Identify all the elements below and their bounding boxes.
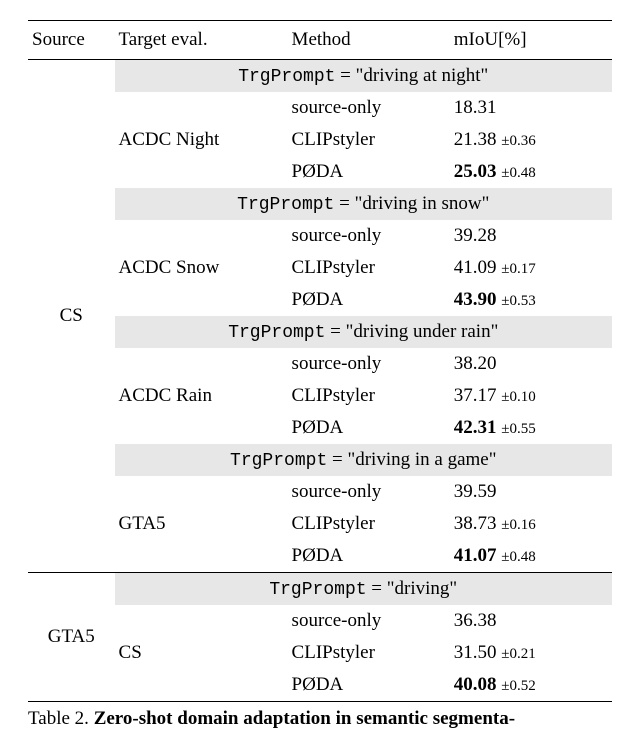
method-source-only: source-only bbox=[288, 605, 450, 637]
table-row: ACDC Snow source-only 39.28 bbox=[28, 220, 612, 252]
method-poda: PØDA bbox=[288, 669, 450, 702]
col-method: Method bbox=[288, 21, 450, 60]
target-snow: ACDC Snow bbox=[115, 220, 288, 316]
method-source-only: source-only bbox=[288, 92, 450, 124]
method-clipstyler: CLIPstyler bbox=[288, 637, 450, 669]
miou-value: 42.31 ±0.55 bbox=[450, 412, 612, 444]
std: ±0.48 bbox=[501, 165, 535, 181]
col-miou: mIoU[%] bbox=[450, 21, 612, 60]
prompt-row-driving: GTA5 TrgPrompt = "driving" bbox=[28, 573, 612, 606]
method-poda: PØDA bbox=[288, 156, 450, 188]
miou-value: 21.38 ±0.36 bbox=[450, 124, 612, 156]
col-target: Target eval. bbox=[115, 21, 288, 60]
prompt-row-night: CS TrgPrompt = "driving at night" bbox=[28, 60, 612, 93]
prompt-cell-snow: TrgPrompt = "driving in snow" bbox=[115, 188, 612, 220]
method-source-only: source-only bbox=[288, 348, 450, 380]
miou-value: 36.38 bbox=[450, 605, 612, 637]
target-night: ACDC Night bbox=[115, 92, 288, 188]
table-row: ACDC Night source-only 18.31 bbox=[28, 92, 612, 124]
val: 43.90 bbox=[454, 289, 497, 310]
col-source: Source bbox=[28, 21, 115, 60]
prompt-text-game: "driving in a game" bbox=[347, 449, 496, 470]
std: ±0.21 bbox=[501, 646, 535, 662]
prompt-row-snow: TrgPrompt = "driving in snow" bbox=[28, 188, 612, 220]
val: 31.50 bbox=[454, 642, 497, 663]
val: 38.73 bbox=[454, 513, 497, 534]
method-clipstyler: CLIPstyler bbox=[288, 124, 450, 156]
miou-value: 37.17 ±0.10 bbox=[450, 380, 612, 412]
prompt-eq: = bbox=[334, 193, 354, 214]
miou-value: 39.59 bbox=[450, 476, 612, 508]
table-row: ACDC Rain source-only 38.20 bbox=[28, 348, 612, 380]
val: 37.17 bbox=[454, 385, 497, 406]
target-cs: CS bbox=[115, 605, 288, 702]
std: ±0.10 bbox=[501, 389, 535, 405]
miou-value: 31.50 ±0.21 bbox=[450, 637, 612, 669]
prompt-row-game: TrgPrompt = "driving in a game" bbox=[28, 444, 612, 476]
method-poda: PØDA bbox=[288, 284, 450, 316]
std: ±0.17 bbox=[501, 261, 535, 277]
prompt-row-rain: TrgPrompt = "driving under rain" bbox=[28, 316, 612, 348]
miou-value: 43.90 ±0.53 bbox=[450, 284, 612, 316]
prompt-label: TrgPrompt bbox=[228, 323, 325, 343]
results-table: Source Target eval. Method mIoU[%] CS Tr… bbox=[28, 20, 612, 702]
method-clipstyler: CLIPstyler bbox=[288, 508, 450, 540]
val: 41.09 bbox=[454, 257, 497, 278]
std: ±0.52 bbox=[501, 678, 535, 694]
prompt-text-rain: "driving under rain" bbox=[346, 321, 499, 342]
caption-bold: Zero-shot domain adaptation in semantic … bbox=[94, 708, 515, 729]
source-cs: CS bbox=[28, 60, 115, 573]
table-row: GTA5 source-only 39.59 bbox=[28, 476, 612, 508]
prompt-text-driving: "driving" bbox=[387, 578, 457, 599]
table-caption: Table 2. Zero-shot domain adaptation in … bbox=[28, 708, 612, 730]
val: 21.38 bbox=[454, 129, 497, 150]
prompt-cell-driving: TrgPrompt = "driving" bbox=[115, 573, 612, 606]
miou-value: 40.08 ±0.52 bbox=[450, 669, 612, 702]
target-gta5: GTA5 bbox=[115, 476, 288, 573]
target-rain: ACDC Rain bbox=[115, 348, 288, 444]
method-clipstyler: CLIPstyler bbox=[288, 252, 450, 284]
miou-value: 38.20 bbox=[450, 348, 612, 380]
prompt-label: TrgPrompt bbox=[230, 451, 327, 471]
miou-value: 39.28 bbox=[450, 220, 612, 252]
prompt-eq: = bbox=[325, 321, 345, 342]
method-poda: PØDA bbox=[288, 540, 450, 573]
table-row: CS source-only 36.38 bbox=[28, 605, 612, 637]
std: ±0.36 bbox=[501, 133, 535, 149]
prompt-label: TrgPrompt bbox=[237, 195, 334, 215]
val: 25.03 bbox=[454, 161, 497, 182]
prompt-cell-game: TrgPrompt = "driving in a game" bbox=[115, 444, 612, 476]
prompt-eq: = bbox=[327, 449, 347, 470]
miou-value: 41.09 ±0.17 bbox=[450, 252, 612, 284]
std: ±0.48 bbox=[501, 549, 535, 565]
prompt-label: TrgPrompt bbox=[238, 67, 335, 87]
miou-value: 25.03 ±0.48 bbox=[450, 156, 612, 188]
prompt-text-night: "driving at night" bbox=[356, 65, 489, 86]
method-clipstyler: CLIPstyler bbox=[288, 380, 450, 412]
prompt-cell-rain: TrgPrompt = "driving under rain" bbox=[115, 316, 612, 348]
val: 40.08 bbox=[454, 674, 497, 695]
std: ±0.53 bbox=[501, 293, 535, 309]
miou-value: 41.07 ±0.48 bbox=[450, 540, 612, 573]
prompt-label: TrgPrompt bbox=[269, 580, 366, 600]
prompt-eq: = bbox=[367, 578, 387, 599]
std: ±0.55 bbox=[501, 421, 535, 437]
header-row: Source Target eval. Method mIoU[%] bbox=[28, 21, 612, 60]
prompt-cell-night: TrgPrompt = "driving at night" bbox=[115, 60, 612, 93]
method-poda: PØDA bbox=[288, 412, 450, 444]
prompt-text-snow: "driving in snow" bbox=[355, 193, 490, 214]
miou-value: 18.31 bbox=[450, 92, 612, 124]
method-source-only: source-only bbox=[288, 220, 450, 252]
source-gta5: GTA5 bbox=[28, 573, 115, 702]
std: ±0.16 bbox=[501, 517, 535, 533]
val: 41.07 bbox=[454, 545, 497, 566]
val: 42.31 bbox=[454, 417, 497, 438]
prompt-eq: = bbox=[335, 65, 355, 86]
method-source-only: source-only bbox=[288, 476, 450, 508]
miou-value: 38.73 ±0.16 bbox=[450, 508, 612, 540]
